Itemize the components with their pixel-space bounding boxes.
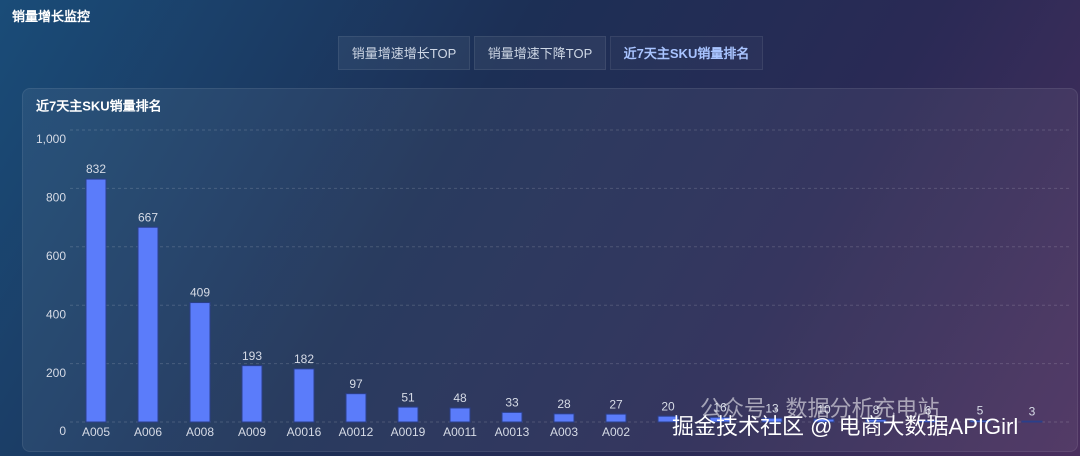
bar xyxy=(137,226,159,423)
bar xyxy=(241,365,263,423)
bar xyxy=(501,411,523,423)
x-tick-label: A0019 xyxy=(391,425,426,439)
data-label: 832 xyxy=(86,162,106,176)
y-tick-label: 400 xyxy=(46,307,66,321)
data-label: 51 xyxy=(401,390,415,404)
x-tick-label: A0013 xyxy=(495,425,530,439)
bar xyxy=(813,418,835,423)
x-tick-label: A0012 xyxy=(339,425,374,439)
bar xyxy=(917,419,939,423)
bar xyxy=(449,407,471,423)
data-label: 27 xyxy=(609,397,623,411)
y-tick-label: 0 xyxy=(59,424,66,438)
y-tick-label: 1,000 xyxy=(36,132,66,146)
bar xyxy=(85,178,107,423)
data-label: 20 xyxy=(661,399,675,413)
tab[interactable]: 销量增速增长TOP xyxy=(338,36,470,70)
tab-active[interactable]: 近7天主SKU销量排名 xyxy=(610,36,763,70)
data-label: 28 xyxy=(557,397,571,411)
x-tick-label: A009 xyxy=(238,425,266,439)
bar xyxy=(605,413,627,423)
data-label: 409 xyxy=(190,286,210,300)
tab[interactable]: 销量增速下降TOP xyxy=(474,36,606,70)
data-label: 97 xyxy=(349,377,363,391)
data-label: 3 xyxy=(1029,404,1036,418)
x-tick-label: A006 xyxy=(134,425,162,439)
data-label: 33 xyxy=(505,396,519,410)
y-tick-label: 200 xyxy=(46,366,66,380)
data-label: 182 xyxy=(294,352,314,366)
watermark: 公众号 · 数据分析充电站 xyxy=(700,396,940,421)
watermark: 掘金技术社区 @ 电商大数据APIGirl xyxy=(672,414,1018,439)
y-tick-label: 800 xyxy=(46,191,66,205)
data-label: 667 xyxy=(138,210,158,224)
bar xyxy=(397,406,419,423)
bar xyxy=(345,393,367,423)
data-label: 5 xyxy=(977,404,984,418)
data-label: 193 xyxy=(242,349,262,363)
x-tick-label: A0016 xyxy=(287,425,322,439)
bar xyxy=(761,417,783,423)
data-label: 10 xyxy=(817,402,831,416)
x-tick-label: A003 xyxy=(550,425,578,439)
bar xyxy=(553,413,575,423)
chart-title: 近7天主SKU销量排名 xyxy=(36,98,162,113)
data-label: 8 xyxy=(873,403,880,417)
data-label: 13 xyxy=(765,401,779,415)
bar xyxy=(865,419,887,423)
data-label: 16 xyxy=(713,400,727,414)
x-tick-label: A0011 xyxy=(443,425,477,439)
data-label: 48 xyxy=(453,391,467,405)
bar xyxy=(969,420,991,423)
x-tick-label: A002 xyxy=(602,425,630,439)
bar xyxy=(1021,420,1043,423)
x-tick-label: A005 xyxy=(82,425,110,439)
bar xyxy=(189,302,211,423)
bar xyxy=(657,415,679,423)
y-tick-label: 600 xyxy=(46,249,66,263)
page-title: 销量增长监控 xyxy=(12,9,91,24)
bar xyxy=(293,368,315,423)
data-label: 6 xyxy=(925,403,932,417)
bar xyxy=(709,416,731,423)
x-tick-label: A008 xyxy=(186,425,214,439)
